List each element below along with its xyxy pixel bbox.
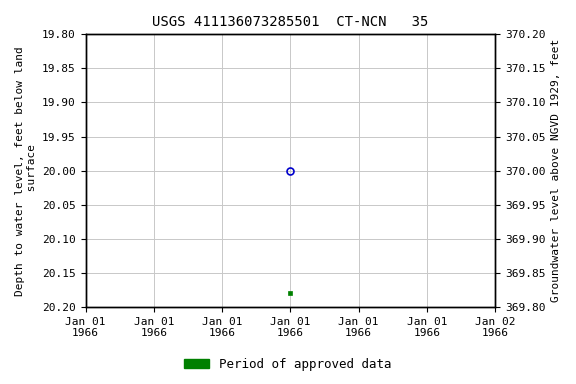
Y-axis label: Depth to water level, feet below land
 surface: Depth to water level, feet below land su… <box>15 46 37 296</box>
Legend: Period of approved data: Period of approved data <box>179 353 397 376</box>
Title: USGS 411136073285501  CT-NCN   35: USGS 411136073285501 CT-NCN 35 <box>152 15 429 29</box>
Y-axis label: Groundwater level above NGVD 1929, feet: Groundwater level above NGVD 1929, feet <box>551 39 561 302</box>
